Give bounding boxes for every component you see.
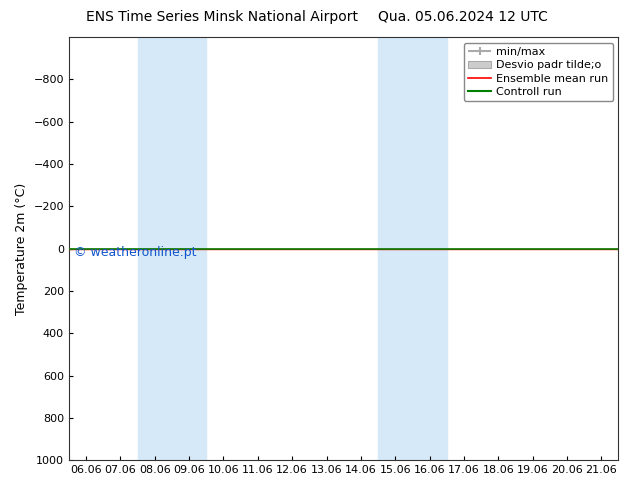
Text: Qua. 05.06.2024 12 UTC: Qua. 05.06.2024 12 UTC xyxy=(378,10,548,24)
Legend: min/max, Desvio padr tilde;o, Ensemble mean run, Controll run: min/max, Desvio padr tilde;o, Ensemble m… xyxy=(464,43,613,101)
Y-axis label: Temperature 2m (°C): Temperature 2m (°C) xyxy=(15,182,28,315)
Text: ENS Time Series Minsk National Airport: ENS Time Series Minsk National Airport xyxy=(86,10,358,24)
Bar xyxy=(138,37,206,460)
Text: © weatheronline.pt: © weatheronline.pt xyxy=(74,246,197,260)
Bar xyxy=(378,37,447,460)
